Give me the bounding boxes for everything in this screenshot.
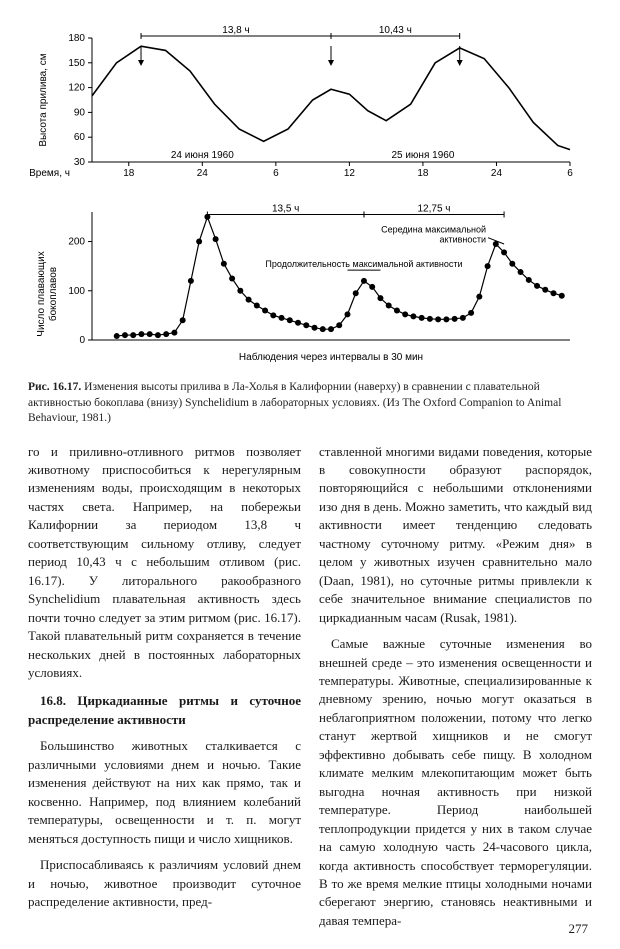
figure-caption: Рис. 16.17. Изменения высоты прилива в Л… — [28, 380, 592, 427]
svg-text:60: 60 — [74, 132, 86, 143]
svg-text:18: 18 — [123, 168, 135, 179]
svg-text:Продолжительность максимальной: Продолжительность максимальной активност… — [265, 259, 462, 269]
figure-number: Рис. 16.17. — [28, 381, 81, 393]
paragraph: го и приливно-отливного ритмов позволяет… — [28, 443, 301, 683]
svg-text:6: 6 — [273, 168, 279, 179]
paragraph: Большинство животных сталкивается с разл… — [28, 737, 301, 848]
svg-text:180: 180 — [68, 33, 85, 44]
svg-text:Наблюдения через интервалы в 3: Наблюдения через интервалы в 30 мин — [239, 351, 423, 363]
svg-text:90: 90 — [74, 107, 86, 118]
svg-text:Середина максимальной: Середина максимальной — [381, 225, 486, 235]
bottom-chart: 0 100 200 Число плавающихбокоплавов Наблюден… — [30, 200, 590, 370]
svg-text:24: 24 — [197, 168, 209, 179]
svg-text:25 июня 1960: 25 июня 1960 — [391, 150, 454, 161]
svg-text:6: 6 — [567, 168, 573, 179]
svg-text:24 июня 1960: 24 июня 1960 — [171, 150, 234, 161]
svg-text:13,5 ч: 13,5 ч — [272, 203, 299, 214]
svg-text:13,8 ч: 13,8 ч — [222, 25, 249, 36]
page-number: 277 — [569, 921, 589, 937]
right-column: ставленной многими видами поведения, кот… — [319, 443, 592, 939]
svg-text:120: 120 — [68, 83, 85, 94]
svg-text:бокоплавов: бокоплавов — [47, 267, 59, 321]
paragraph: ставленной многими видами поведения, кот… — [319, 443, 592, 628]
left-column: го и приливно-отливного ритмов позволяет… — [28, 443, 301, 939]
svg-text:150: 150 — [68, 58, 85, 69]
svg-text:Число плавающих: Число плавающих — [36, 251, 47, 336]
svg-text:10,43 ч: 10,43 ч — [379, 25, 412, 36]
svg-text:0: 0 — [79, 335, 85, 346]
paragraph: Приспосабливаясь к различиям условий дне… — [28, 856, 301, 911]
svg-text:200: 200 — [68, 237, 85, 248]
svg-text:24: 24 — [491, 168, 503, 179]
svg-text:Время, ч: Время, ч — [30, 168, 70, 179]
svg-text:18: 18 — [417, 168, 429, 179]
caption-text: Изменения высоты прилива в Ла-Холья в Ка… — [28, 381, 561, 424]
svg-text:100: 100 — [68, 286, 85, 297]
top-chart: 30 60 90 120 150 180 18 24 6 12 18 24 6 24 июня 1960 2… — [30, 20, 590, 200]
body-columns: го и приливно-отливного ритмов позволяет… — [28, 443, 592, 939]
figure-block: 30 60 90 120 150 180 18 24 6 12 18 24 6 24 июня 1960 2… — [28, 20, 592, 370]
svg-text:12: 12 — [344, 168, 356, 179]
svg-text:30: 30 — [74, 157, 86, 168]
svg-text:Высота прилива, см: Высота прилива, см — [38, 53, 49, 146]
svg-text:12,75 ч: 12,75 ч — [418, 203, 451, 214]
svg-text:активности: активности — [439, 235, 486, 245]
section-heading: 16.8. Циркадианные ритмы и суточное расп… — [28, 692, 301, 729]
paragraph: Самые важные суточные изменения во внешн… — [319, 635, 592, 930]
